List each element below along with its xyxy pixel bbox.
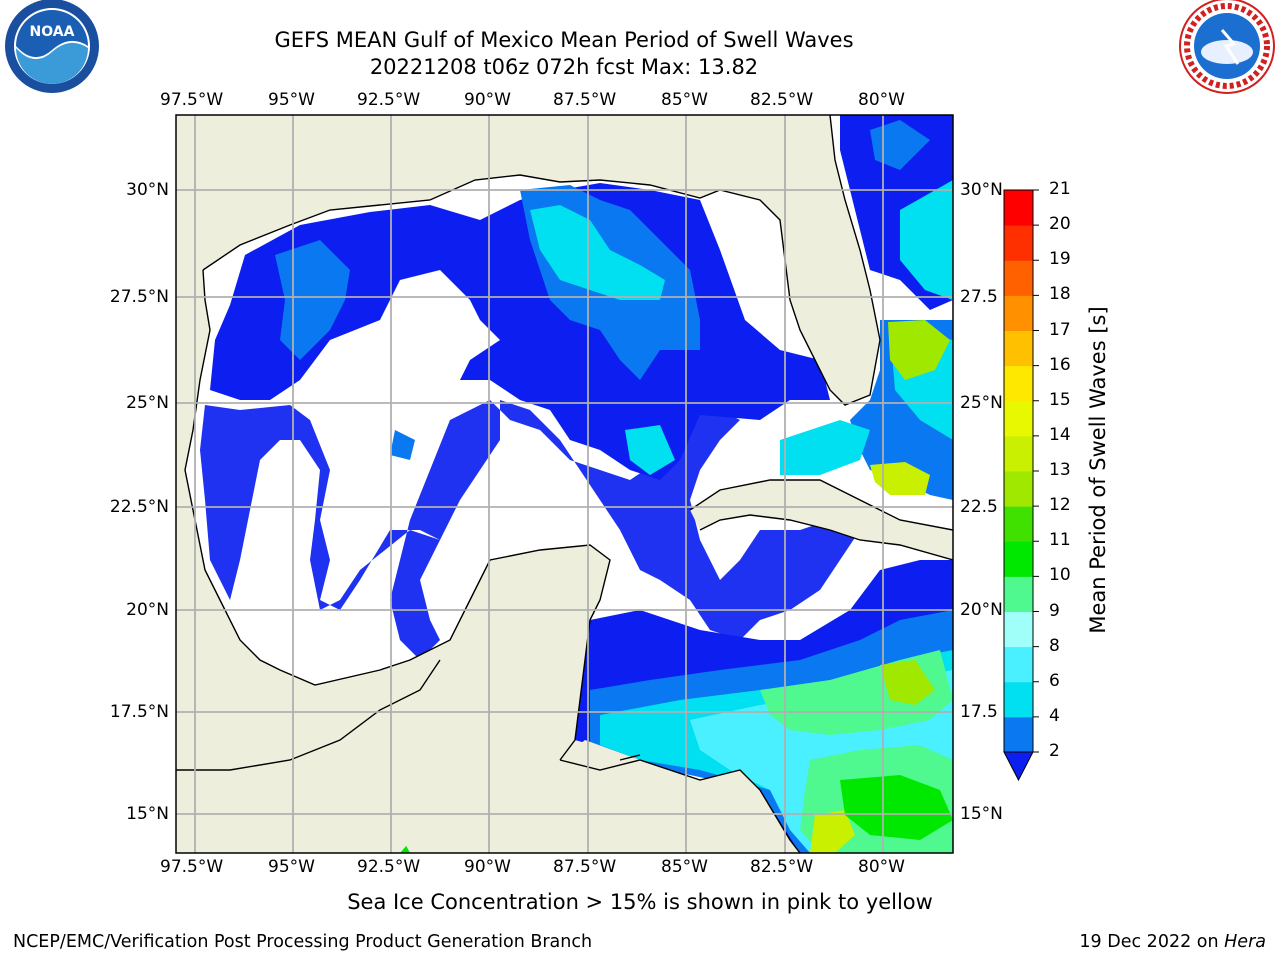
swell-region-florida-straits: [780, 420, 870, 475]
colorbar-tick-label: 2: [1049, 741, 1060, 761]
map-frame: [175, 114, 954, 854]
colorbar-tick-label: 14: [1049, 424, 1071, 445]
colorbar-segment: [1004, 330, 1033, 367]
lat-label-right: 22.5: [960, 497, 998, 517]
colorbar-extend-triangle: [1003, 751, 1034, 782]
colorbar-tick-label: 15: [1049, 389, 1071, 410]
colorbar-tick-label: 12: [1049, 495, 1071, 516]
colorbar-segment: [1004, 190, 1033, 226]
lon-label-bottom: 95°W: [268, 857, 315, 877]
swell-region-caribbean-12s: [880, 660, 935, 705]
colorbar-segment: [1004, 576, 1033, 612]
colorbar-segment: [1004, 295, 1033, 331]
lon-label-top: 92.5°W: [357, 90, 421, 110]
swell-region-gulf-4s-patch: [390, 430, 415, 460]
yucatan-land: [176, 545, 610, 853]
nws-logo: [1179, 0, 1275, 94]
lon-label-bottom: 82.5°W: [750, 857, 814, 877]
lat-label-left: 20°N: [126, 600, 169, 620]
lon-label-bottom: 85°W: [661, 857, 708, 877]
lon-label-top: 95°W: [268, 90, 315, 110]
lat-label-right: 20°N: [960, 600, 1003, 620]
colorbar-tick-label: 13: [1049, 460, 1071, 480]
colorbar-segment: [1004, 646, 1033, 683]
lon-label-top: 90°W: [464, 90, 511, 110]
colorbar-segment: [1004, 225, 1033, 261]
lon-label-top: 87.5°W: [553, 90, 617, 110]
footer-date-text: 19 Dec 2022 on: [1079, 932, 1225, 952]
svg-text:NOAA: NOAA: [30, 24, 75, 40]
lat-label-right: 15°N: [960, 804, 1003, 824]
colorbar-tick-label: 20: [1049, 214, 1071, 235]
florida-land: [176, 115, 880, 405]
colorbar-tick-label: 19: [1049, 249, 1071, 270]
colorbar-tick-label: 8: [1049, 635, 1060, 656]
lon-label-top: 97.5°W: [160, 90, 224, 110]
lat-label-left: 25°N: [126, 393, 169, 413]
colorbar-tick-label: 21: [1049, 179, 1071, 199]
colorbar: [1003, 189, 1039, 782]
lat-label-right: 25°N: [960, 393, 1003, 413]
lat-label-right: 27.5: [960, 287, 998, 307]
swell-region-bahamas-13s: [870, 462, 930, 495]
lon-label-top: 80°W: [858, 90, 905, 110]
colorbar-tick-label: 4: [1049, 705, 1060, 726]
lon-label-top: 82.5°W: [750, 90, 814, 110]
footer-date: 19 Dec 2022 on Hera: [1079, 932, 1266, 952]
lon-label-bottom: 80°W: [858, 857, 905, 877]
colorbar-tick-label: 11: [1049, 530, 1071, 551]
colorbar-segment: [1004, 681, 1033, 718]
mexico-west-land: [176, 270, 470, 778]
lat-label-left: 15°N: [126, 804, 169, 824]
lat-label-right: 30°N: [960, 180, 1003, 200]
colorbar-segment: [1004, 435, 1033, 472]
colorbar-tick-label: 10: [1049, 565, 1071, 586]
coastlines: [176, 115, 953, 853]
swell-region-atlantic-4s: [870, 120, 930, 170]
swell-region-gulf-6s: [530, 205, 665, 300]
colorbar-segment: [1004, 541, 1033, 577]
map-subtitle: 20221208 t06z 072h fcst Max: 13.82: [369, 55, 759, 79]
graticule: [176, 115, 953, 853]
swell-region-atlantic-6s: [900, 180, 953, 300]
honduras-land: [420, 740, 800, 853]
lon-label-bottom: 90°W: [464, 857, 511, 877]
colorbar-tick-label: 16: [1049, 354, 1071, 375]
lon-label-bottom: 92.5°W: [357, 857, 421, 877]
colorbar-tick-label: 17: [1049, 319, 1071, 340]
lat-label-left: 27.5°N: [109, 287, 169, 307]
colorbar-segment: [1004, 506, 1033, 542]
map-title: GEFS MEAN Gulf of Mexico Mean Period of …: [274, 28, 854, 52]
lon-label-bottom: 97.5°W: [160, 857, 224, 877]
colorbar-segment: [1004, 716, 1033, 753]
colorbar-segment: [1004, 365, 1033, 402]
lon-label-top: 85°W: [661, 90, 708, 110]
swell-region-gulf-2s-west: [200, 400, 860, 660]
sea-ice-caption: Sea Ice Concentration > 15% is shown in …: [347, 890, 933, 914]
lat-label-left: 30°N: [126, 180, 169, 200]
colorbar-segment: [1004, 260, 1033, 296]
cuba-land: [690, 480, 953, 560]
colorbar-segment: [1004, 611, 1033, 648]
footer-host: Hera: [1224, 932, 1266, 952]
lat-label-right: 17.5: [960, 702, 998, 722]
swell-region-gulf-6s-patch: [625, 425, 675, 475]
swell-region-caribbean-green: [840, 775, 953, 840]
lat-label-left: 17.5°N: [109, 702, 169, 722]
colorbar-tick-label: 18: [1049, 284, 1071, 305]
colorbar-label: Mean Period of Swell Waves [s]: [1086, 306, 1110, 634]
lon-label-bottom: 87.5°W: [553, 857, 617, 877]
swell-region-bahamas-12s: [888, 320, 950, 380]
colorbar-segment: [1004, 400, 1033, 437]
map-area: [176, 115, 953, 853]
footer-credit: NCEP/EMC/Verification Post Processing Pr…: [13, 932, 593, 952]
lat-label-left: 22.5°N: [109, 497, 169, 517]
colorbar-segment: [1004, 471, 1033, 507]
colorbar-tick-label: 6: [1049, 670, 1060, 691]
swell-region-caribbean-13s: [810, 810, 855, 853]
colorbar-tick-label: 9: [1049, 600, 1060, 621]
noaa-logo: NOAA: [5, 0, 99, 93]
